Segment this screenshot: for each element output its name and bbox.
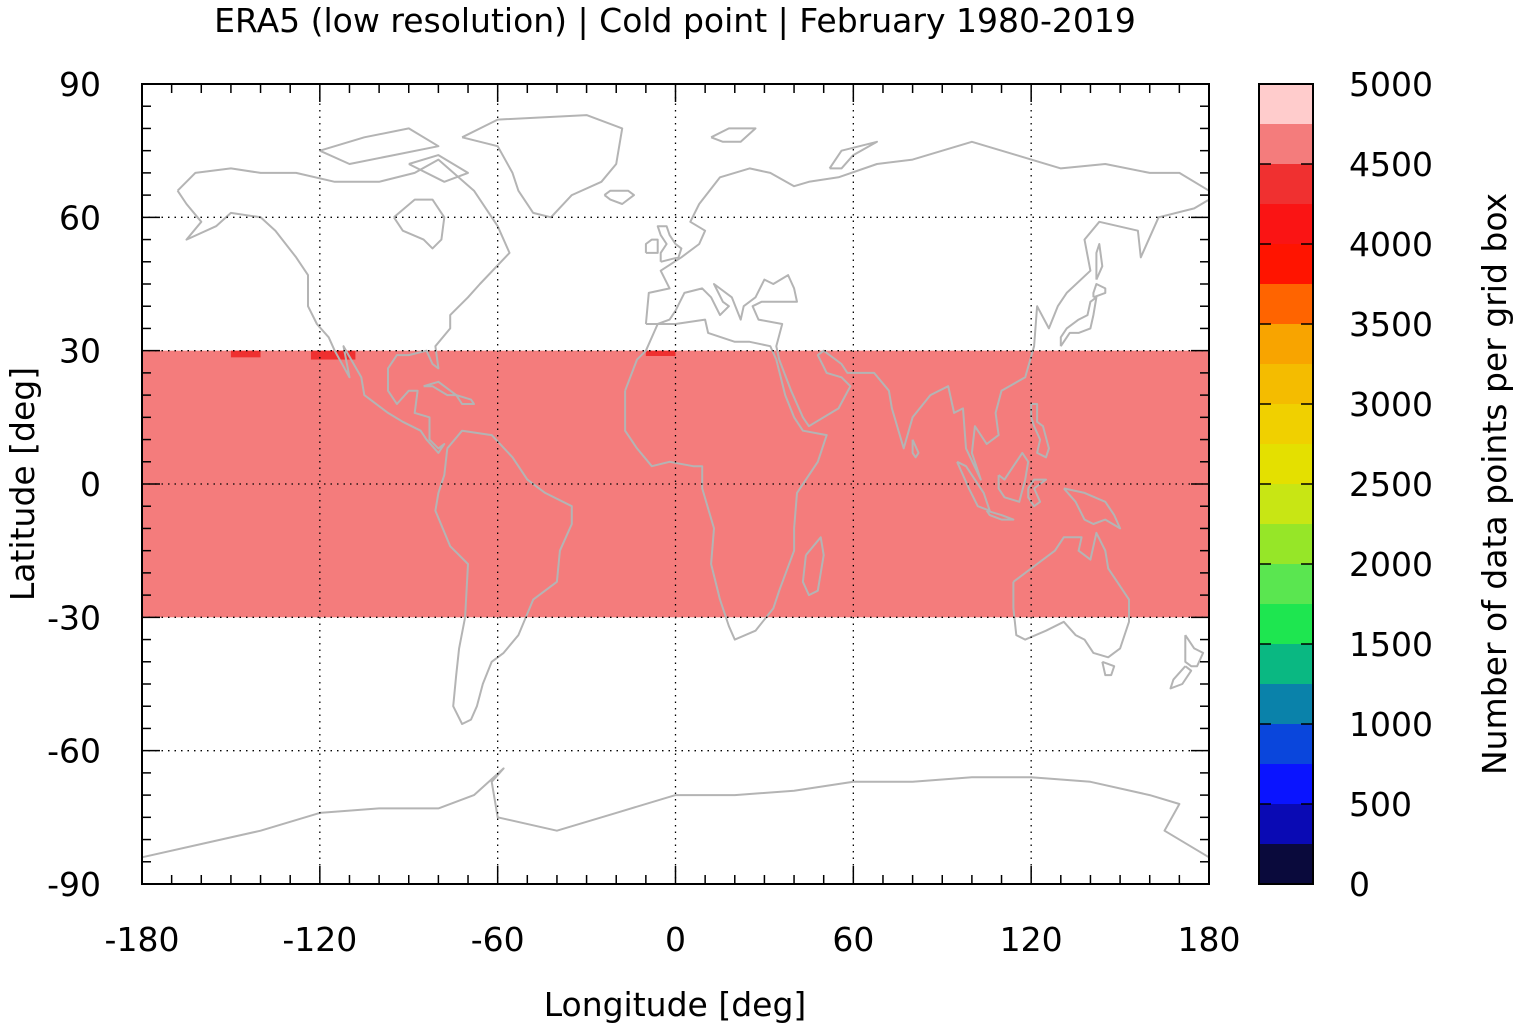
y-tick-labels: 90 60 30 0 -30 -60 -90 [47, 65, 101, 904]
x-tick-label: 60 [832, 920, 874, 959]
colorbar-segment [1259, 724, 1313, 765]
colorbar-segment [1259, 604, 1313, 645]
y-tick-label: -30 [47, 598, 101, 637]
heatmap-hotspot [310, 350, 356, 360]
coastline [1092, 283, 1107, 299]
x-axis-label: Longitude [deg] [544, 985, 807, 1024]
colorbar-label: Number of data points per grid box [1475, 193, 1514, 775]
colorbar-tick-label: 1000 [1349, 705, 1433, 744]
x-tick-label: -180 [105, 920, 180, 959]
chart-title: ERA5 (low resolution) | Cold point | Feb… [214, 1, 1136, 40]
coastline [434, 429, 573, 725]
coastline [1063, 487, 1122, 530]
x-tick-label: -60 [471, 920, 525, 959]
colorbar-tick-label: 500 [1349, 785, 1412, 824]
coastline [911, 439, 920, 459]
coastlines [141, 114, 1210, 859]
colorbar-segment [1259, 484, 1313, 525]
coastline [1027, 478, 1047, 508]
x-tick-label: 180 [1178, 920, 1241, 959]
colorbar-segment [1259, 244, 1313, 285]
colorbar-tick-label: 0 [1349, 865, 1370, 904]
colorbar-segment [1259, 164, 1313, 205]
colorbar-tick-label: 4000 [1349, 225, 1433, 264]
coastline [644, 140, 1210, 481]
plot-area [141, 83, 1210, 885]
x-tick-label: 120 [1000, 920, 1063, 959]
colorbar-segment [1259, 324, 1313, 365]
colorbar-segment [1259, 84, 1313, 125]
coastline [455, 394, 475, 405]
y-tick-label: 30 [59, 332, 101, 371]
colorbar-tick-label: 3000 [1349, 385, 1433, 424]
colorbar-segment [1259, 364, 1313, 405]
y-tick-label: 90 [59, 65, 101, 104]
x-tick-label: -120 [282, 920, 357, 959]
colorbar-segment [1259, 564, 1313, 605]
colorbar-segment [1259, 124, 1313, 165]
coastline [1095, 243, 1104, 281]
coastline [1169, 665, 1193, 690]
y-axis-label: Latitude [deg] [3, 367, 42, 601]
y-tick-label: 0 [80, 465, 101, 504]
y-tick-label: 60 [59, 198, 101, 237]
colorbar-tick-label: 5000 [1349, 65, 1433, 104]
coastline [1184, 634, 1205, 668]
coastline [1059, 296, 1098, 347]
colorbar-tick-label: 3500 [1349, 305, 1433, 344]
axis-ticks [142, 84, 1209, 884]
coastline [801, 536, 825, 597]
coastline [461, 114, 624, 219]
coastline [997, 451, 1030, 503]
colorbar-segment [1259, 204, 1313, 245]
colorbar-segment [1259, 524, 1313, 565]
coastline [603, 189, 635, 205]
colorbar-tick-label: 2000 [1349, 545, 1433, 584]
coastline [985, 509, 1015, 521]
coastline [1012, 531, 1130, 659]
colorbar-tick-label: 4500 [1349, 145, 1433, 184]
coastline [1030, 403, 1050, 459]
colorbar-segment [1259, 644, 1313, 685]
x-tick-label: 0 [665, 920, 686, 959]
colorbar-segment [1259, 804, 1313, 845]
y-tick-label: -60 [47, 732, 101, 771]
coastline [141, 767, 1210, 859]
coastline [319, 127, 440, 165]
coastline [408, 154, 469, 183]
heatmap-hotspot [645, 350, 676, 356]
gridlines [142, 84, 1209, 884]
coastline [656, 225, 683, 263]
heatmap-hotspot [230, 350, 261, 358]
coastline [710, 127, 757, 143]
x-tick-labels: -180 -120 -60 0 60 120 180 [105, 920, 1241, 959]
colorbar-segment [1259, 764, 1313, 805]
colorbar-tick-label: 2500 [1349, 465, 1433, 504]
colorbar-segment [1259, 284, 1313, 325]
colorbar-segment [1259, 404, 1313, 445]
y-tick-label: -90 [47, 865, 101, 904]
coastline [176, 158, 511, 454]
colorbar-segment [1259, 844, 1313, 885]
coastline [1101, 660, 1116, 677]
colorbar-segment [1259, 444, 1313, 485]
colorbar [1258, 83, 1314, 885]
coastline [423, 380, 458, 397]
colorbar-tick-label: 1500 [1349, 625, 1433, 664]
colorbar-segment [1259, 684, 1313, 725]
coastline [828, 140, 878, 170]
coastline [393, 198, 446, 250]
coastline [624, 318, 828, 641]
coastline [644, 238, 659, 254]
